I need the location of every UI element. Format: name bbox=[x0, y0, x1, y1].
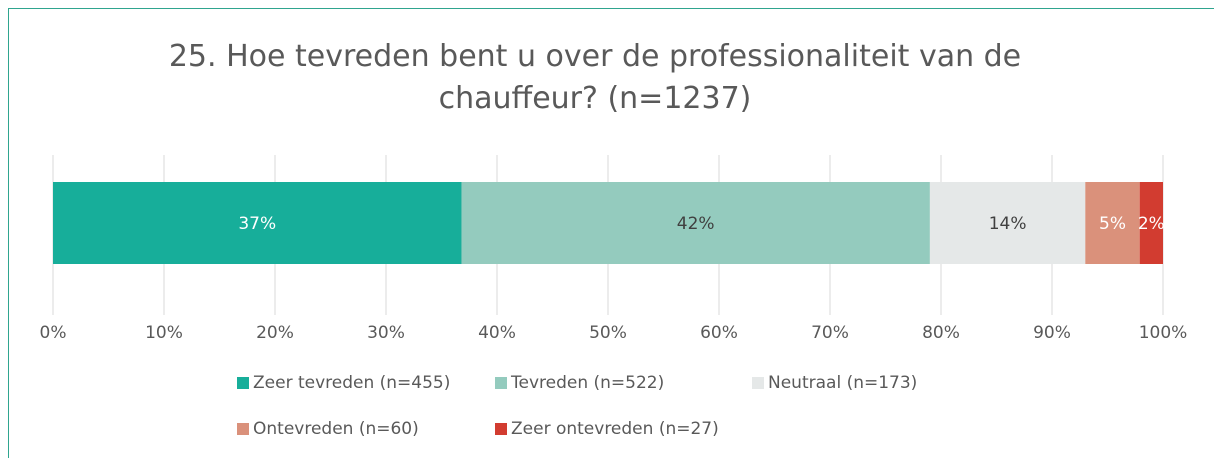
x-tick-label: 60% bbox=[700, 323, 738, 343]
bar-segment bbox=[1139, 182, 1163, 264]
legend-item: Zeer tevreden (n=455) bbox=[237, 373, 450, 393]
frame bbox=[8, 8, 1214, 458]
legend-swatch bbox=[237, 377, 249, 389]
legend-swatch bbox=[237, 423, 249, 435]
bar-segment bbox=[53, 182, 462, 264]
x-tick-label: 20% bbox=[256, 323, 294, 343]
x-tick-label: 70% bbox=[811, 323, 849, 343]
legend-label: Zeer ontevreden (n=27) bbox=[511, 419, 719, 439]
legend-label: Ontevreden (n=60) bbox=[253, 419, 419, 439]
bar-segment bbox=[929, 182, 1086, 264]
legend-item: Neutraal (n=173) bbox=[752, 373, 917, 393]
x-tick-label: 30% bbox=[367, 323, 405, 343]
legend-label: Zeer tevreden (n=455) bbox=[253, 373, 451, 393]
data-label: 42% bbox=[677, 214, 715, 234]
legend-label: Neutraal (n=173) bbox=[768, 373, 918, 393]
bar-segment bbox=[461, 182, 930, 264]
data-label: 5% bbox=[1099, 214, 1126, 234]
legend-item: Zeer ontevreden (n=27) bbox=[495, 419, 719, 439]
x-tick-label: 0% bbox=[40, 323, 67, 343]
legend-swatch bbox=[495, 423, 507, 435]
x-tick-label: 100% bbox=[1139, 323, 1188, 343]
legend-swatch bbox=[752, 377, 764, 389]
x-tick-label: 40% bbox=[478, 323, 516, 343]
x-tick-label: 90% bbox=[1033, 323, 1071, 343]
legend-item: Ontevreden (n=60) bbox=[237, 419, 419, 439]
legend-item: Tevreden (n=522) bbox=[495, 373, 664, 393]
data-label: 2% bbox=[1138, 214, 1165, 234]
x-tick-label: 50% bbox=[589, 323, 627, 343]
legend-label: Tevreden (n=522) bbox=[511, 373, 665, 393]
bar-segment bbox=[1085, 182, 1140, 264]
chart-title: 25. Hoe tevreden bent u over de professi… bbox=[168, 39, 1022, 116]
data-label: 14% bbox=[989, 214, 1027, 234]
x-tick-label: 10% bbox=[145, 323, 183, 343]
legend-swatch bbox=[495, 377, 507, 389]
x-tick-label: 80% bbox=[922, 323, 960, 343]
data-label: 37% bbox=[238, 214, 276, 234]
